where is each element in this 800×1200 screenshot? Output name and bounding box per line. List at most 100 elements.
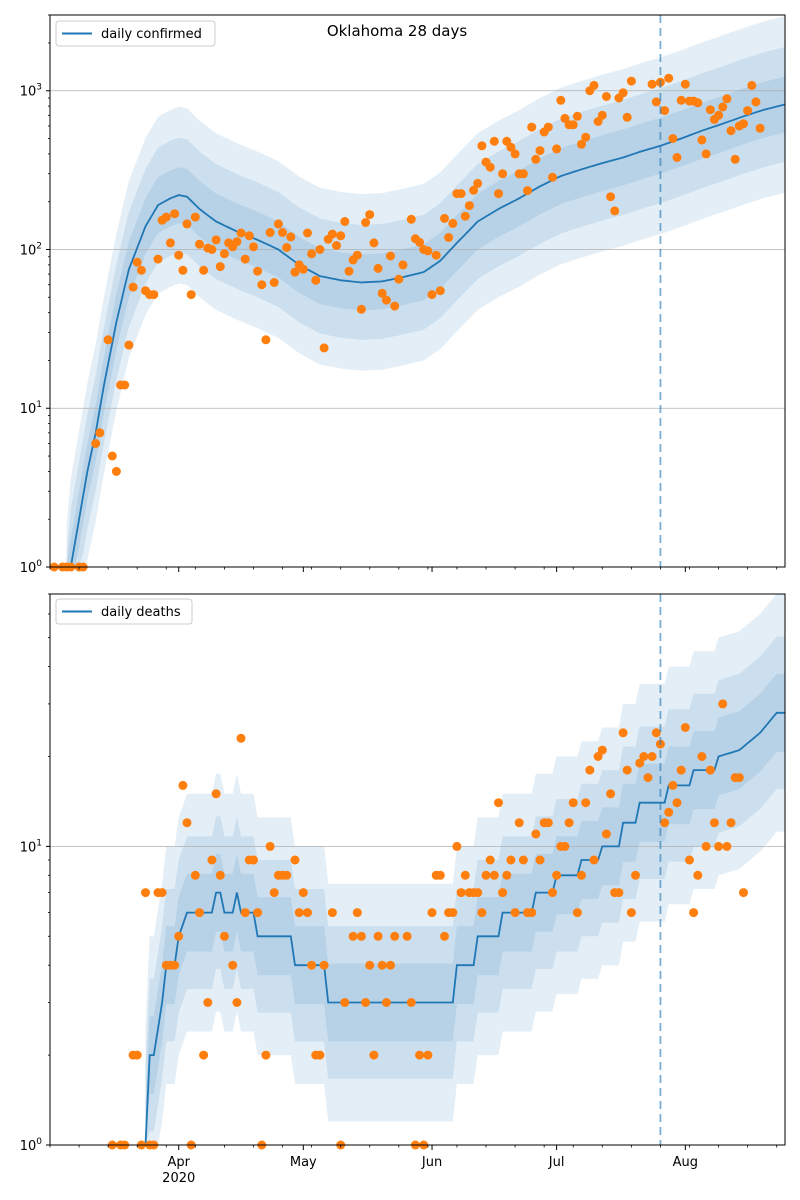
axes-frame (49, 593, 786, 1146)
data-point (215, 262, 225, 272)
data-point (693, 870, 703, 880)
data-point (622, 112, 632, 122)
y-tick-label: 101 (20, 400, 42, 417)
data-point (705, 105, 715, 115)
data-point (473, 178, 483, 188)
data-point (107, 451, 117, 461)
data-point (593, 752, 603, 761)
data-point (236, 228, 246, 238)
data-point (448, 908, 458, 918)
data-point (564, 818, 574, 828)
data-point (444, 233, 454, 242)
data-point (460, 870, 470, 880)
data-point (265, 228, 275, 237)
data-point (477, 908, 487, 918)
data-point (307, 960, 317, 970)
data-point (514, 818, 524, 828)
data-point (440, 213, 449, 223)
data-point (568, 798, 578, 808)
data-point (228, 960, 238, 970)
data-point (556, 95, 566, 105)
data-point (676, 95, 686, 105)
data-point (452, 841, 462, 851)
data-point (589, 80, 599, 90)
data-point (190, 870, 200, 880)
data-point (469, 185, 479, 195)
points-layer (107, 699, 748, 1150)
data-point (186, 290, 196, 300)
data-point (315, 1050, 325, 1060)
x-tick-label: May (290, 1155, 317, 1170)
data-point (244, 231, 254, 241)
data-point (502, 870, 512, 880)
data-point (626, 908, 636, 918)
data-point (510, 908, 520, 918)
data-point (489, 870, 499, 880)
data-point (622, 765, 632, 775)
data-point (373, 931, 383, 941)
data-point (315, 245, 325, 254)
data-point (253, 266, 263, 276)
data-point (464, 201, 474, 211)
data-point (203, 998, 213, 1007)
confidence-bands (66, 16, 786, 568)
data-point (174, 250, 184, 260)
data-point (527, 908, 537, 918)
y-axis-ticks: 100 101 102 103 (20, 14, 50, 576)
data-point (701, 841, 711, 851)
data-point (448, 218, 458, 228)
data-point (361, 218, 371, 227)
data-point (697, 135, 707, 145)
data-point (585, 765, 595, 775)
data-point (128, 282, 138, 292)
series-line (66, 103, 786, 568)
data-point (548, 172, 557, 182)
data-point (739, 888, 748, 898)
data-point (518, 169, 528, 179)
data-point (381, 295, 391, 305)
data-point (136, 265, 146, 275)
data-point (589, 855, 599, 865)
data-point (680, 79, 690, 89)
data-point (643, 773, 653, 783)
data-point (481, 870, 491, 880)
y-tick-label: 100 (20, 559, 43, 576)
data-point (390, 301, 400, 311)
data-point (435, 870, 445, 880)
data-point (402, 931, 412, 941)
data-point (581, 798, 591, 808)
data-point (298, 264, 308, 274)
data-point (298, 888, 308, 898)
data-point (95, 428, 105, 438)
data-point (240, 908, 250, 918)
data-point (415, 237, 425, 247)
data-point (726, 818, 736, 828)
data-point (747, 80, 757, 90)
data-point (352, 908, 362, 918)
data-point (195, 239, 204, 249)
data-point (601, 92, 611, 101)
data-point (606, 192, 616, 202)
data-point (552, 144, 562, 154)
data-point (527, 122, 537, 132)
data-point (398, 260, 408, 270)
data-point (211, 789, 221, 799)
data-point (722, 94, 732, 104)
data-point (361, 998, 371, 1007)
data-point (307, 249, 317, 259)
data-point (606, 789, 616, 799)
line-layer (66, 103, 786, 568)
data-point (157, 888, 167, 898)
data-point (672, 153, 682, 162)
data-point (269, 278, 279, 287)
x-tick-label: Aug (673, 1155, 698, 1170)
data-point (498, 169, 508, 179)
data-point (153, 254, 163, 264)
data-point (232, 237, 242, 247)
data-point (327, 908, 337, 918)
data-point (489, 136, 499, 146)
data-point (510, 149, 520, 159)
data-point (149, 290, 159, 300)
data-point (626, 76, 636, 86)
